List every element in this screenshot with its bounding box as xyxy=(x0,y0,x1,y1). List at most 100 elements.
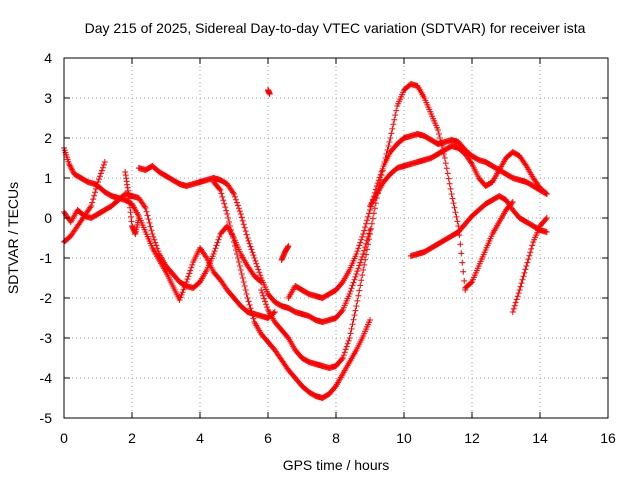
data-point xyxy=(69,168,76,175)
data-point xyxy=(143,208,150,215)
data-point xyxy=(365,241,372,248)
data-point xyxy=(357,239,364,246)
data-point xyxy=(100,161,107,168)
data-point xyxy=(257,272,264,279)
data-point xyxy=(231,191,237,197)
data-point xyxy=(435,131,442,137)
data-point xyxy=(230,189,237,196)
data-point xyxy=(96,173,103,180)
data-point xyxy=(248,308,255,315)
data-point xyxy=(348,285,355,292)
data-series xyxy=(135,163,373,325)
x-tick-label: 6 xyxy=(264,430,272,446)
data-point xyxy=(338,356,345,363)
data-point xyxy=(144,212,151,219)
data-point xyxy=(135,215,142,221)
data-series xyxy=(407,193,550,259)
data-point xyxy=(233,251,240,257)
data-point xyxy=(223,207,230,214)
data-point xyxy=(355,265,362,272)
data-point xyxy=(468,279,475,286)
data-point xyxy=(435,127,441,133)
data-point xyxy=(240,279,247,285)
data-point xyxy=(263,301,270,308)
data-point xyxy=(87,204,94,211)
data-point xyxy=(364,217,371,224)
data-point xyxy=(232,196,239,203)
data-point xyxy=(511,302,518,309)
data-point xyxy=(235,259,242,265)
data-point xyxy=(355,245,362,252)
data-point xyxy=(543,229,550,235)
data-point xyxy=(525,256,532,263)
y-tick-label: 3 xyxy=(44,90,52,106)
x-axis-label: GPS time / hours xyxy=(283,457,390,473)
data-point xyxy=(219,193,226,200)
data-series xyxy=(258,81,469,371)
data-point xyxy=(189,261,196,268)
data-point xyxy=(351,276,358,283)
data-point xyxy=(224,211,231,217)
data-point xyxy=(98,167,105,174)
data-point xyxy=(232,247,239,253)
data-point xyxy=(391,116,398,123)
data-point xyxy=(521,269,528,276)
data-point xyxy=(362,224,369,231)
data-point xyxy=(367,231,373,237)
data-series xyxy=(122,169,142,237)
data-point xyxy=(261,295,268,302)
data-point xyxy=(243,231,250,238)
data-point xyxy=(258,287,265,293)
data-point xyxy=(454,218,461,225)
data-point xyxy=(185,273,192,280)
data-point xyxy=(213,242,220,249)
data-point xyxy=(230,235,237,241)
data-point xyxy=(145,216,152,223)
data-point xyxy=(244,235,251,241)
data-point xyxy=(153,242,160,249)
data-point xyxy=(392,112,399,119)
data-point xyxy=(250,315,257,322)
data-point xyxy=(150,233,157,240)
data-point xyxy=(369,215,376,222)
data-point xyxy=(247,243,254,250)
data-point xyxy=(66,161,73,167)
x-tick-label: 10 xyxy=(396,430,412,446)
data-point xyxy=(242,228,249,235)
data-point xyxy=(187,267,194,274)
data-point xyxy=(186,270,193,277)
data-point xyxy=(247,305,254,312)
data-point xyxy=(250,252,257,259)
data-series xyxy=(285,131,550,301)
y-tick-label: 2 xyxy=(44,130,52,146)
data-point xyxy=(344,340,351,347)
data-point xyxy=(341,349,348,356)
data-point xyxy=(252,257,259,264)
data-point xyxy=(350,316,357,323)
y-tick-label: -3 xyxy=(40,330,53,346)
data-point xyxy=(459,259,466,266)
data-point xyxy=(510,305,517,312)
data-point xyxy=(509,309,516,315)
data-point xyxy=(235,205,242,212)
data-point xyxy=(69,166,76,173)
data-point xyxy=(451,204,458,211)
data-point xyxy=(142,205,149,211)
data-point xyxy=(349,321,356,328)
data-point xyxy=(225,215,232,221)
data-point xyxy=(216,185,223,192)
data-point xyxy=(543,191,550,197)
data-point xyxy=(524,259,531,266)
data-point xyxy=(512,299,519,306)
data-point xyxy=(90,196,97,203)
data-point xyxy=(66,162,73,169)
data-point xyxy=(152,239,159,246)
data-point xyxy=(529,242,536,249)
data-point xyxy=(88,203,95,209)
y-tick-label: 4 xyxy=(44,50,52,66)
data-point xyxy=(254,263,261,270)
data-point xyxy=(95,176,102,183)
data-point xyxy=(234,255,241,261)
data-point xyxy=(176,297,183,303)
